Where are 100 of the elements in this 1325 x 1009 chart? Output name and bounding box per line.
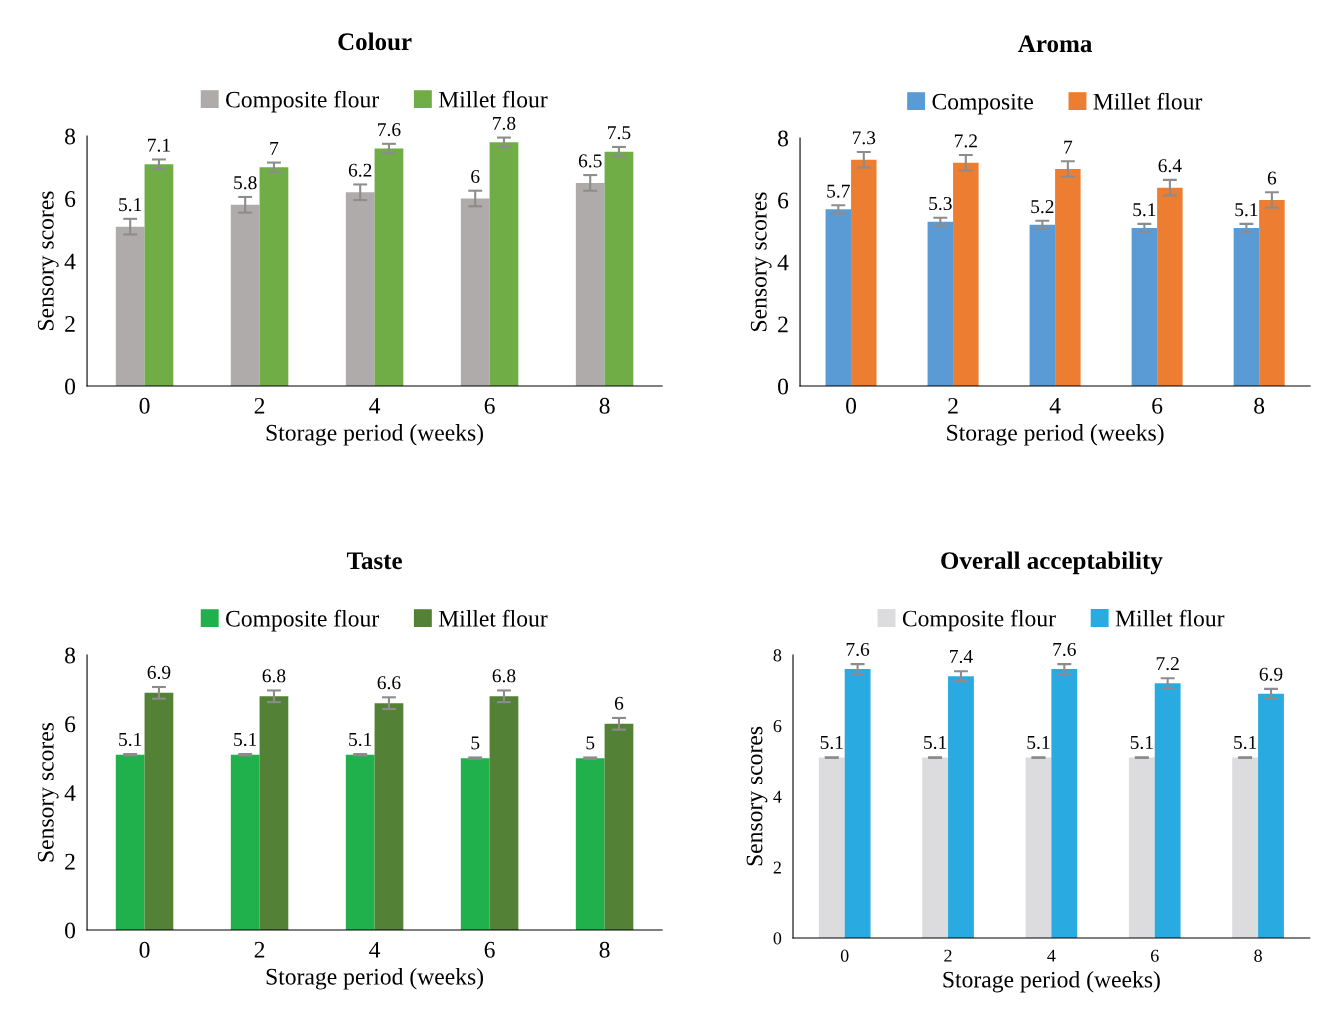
data-label: 6 — [614, 696, 624, 710]
data-label: 5.1 — [820, 735, 843, 750]
y-tick-label: 6 — [778, 192, 789, 209]
chart-title: Colour — [338, 32, 412, 51]
x-tick-label: 8 — [599, 397, 610, 414]
y-tick-label: 0 — [773, 932, 782, 945]
legend-label: Composite flour — [902, 609, 1056, 632]
y-tick-label: 2 — [778, 316, 788, 333]
data-label: 6.6 — [377, 676, 401, 690]
data-label: 7 — [270, 141, 279, 155]
data-label: 6.5 — [578, 154, 602, 168]
y-tick-label: 4 — [777, 254, 789, 271]
data-label: 5.1 — [924, 735, 947, 750]
x-axis-title: Storage period (weeks) — [266, 968, 484, 990]
data-label: 5.1 — [119, 198, 142, 212]
data-label: 6.2 — [348, 163, 372, 177]
data-label: 5.1 — [119, 732, 142, 747]
x-tick-label: 2 — [254, 941, 265, 958]
x-tick-label: 4 — [369, 941, 381, 958]
x-tick-label: 6 — [484, 941, 495, 958]
legend-label: Composite flour — [226, 609, 379, 632]
legend-label: Millet flour — [1115, 609, 1225, 627]
data-label: 5.1 — [1130, 735, 1153, 750]
y-axis-title: Sensory scores — [746, 726, 768, 866]
x-axis-title: Storage period (weeks) — [947, 424, 1164, 446]
y-tick-label: 8 — [65, 647, 76, 664]
y-axis-title: Sensory scores — [37, 722, 59, 862]
y-tick-label: 4 — [64, 785, 76, 801]
data-label: 5.1 — [1027, 735, 1050, 750]
x-tick-label: 2 — [948, 397, 958, 414]
data-label: 7.3 — [852, 131, 876, 145]
y-tick-label: 8 — [65, 128, 76, 145]
data-label: 7.2 — [1156, 657, 1179, 671]
chart-title: Aroma — [1018, 35, 1092, 53]
x-tick-label: 4 — [1049, 398, 1061, 414]
data-label: 6.9 — [147, 665, 171, 680]
x-tick-label: 0 — [840, 949, 849, 962]
chart-title: Overall acceptability — [941, 551, 1163, 575]
data-label: 7.8 — [493, 116, 516, 130]
x-tick-label: 0 — [139, 397, 150, 414]
data-label: 7.5 — [608, 126, 631, 140]
x-tick-label: 4 — [369, 398, 381, 414]
legend-label: Millet flour — [1093, 92, 1203, 110]
data-label: 5.7 — [827, 184, 850, 198]
x-tick-label: 8 — [1254, 397, 1265, 414]
y-tick-label: 8 — [778, 130, 789, 147]
data-label: 5.3 — [929, 196, 952, 211]
x-tick-label: 8 — [599, 941, 610, 958]
y-tick-label: 4 — [64, 253, 76, 270]
y-tick-label: 4 — [773, 790, 782, 803]
y-axis-title: Sensory scores — [750, 192, 772, 331]
y-tick-label: 6 — [773, 720, 782, 733]
y-tick-label: 2 — [773, 861, 781, 874]
chart-title: Taste — [346, 552, 402, 570]
data-label: 7.6 — [1053, 642, 1076, 657]
data-label: 7.2 — [954, 134, 977, 148]
data-label: 7 — [1064, 140, 1073, 154]
data-label: 5.1 — [1133, 203, 1156, 217]
y-tick-label: 8 — [773, 649, 782, 662]
legend-label: Millet flour — [438, 90, 548, 108]
x-tick-label: 8 — [1254, 949, 1262, 962]
data-label: 7.1 — [148, 138, 170, 152]
data-label: 5.1 — [349, 732, 372, 747]
data-label: 6.8 — [262, 669, 286, 683]
data-label: 6.4 — [1158, 159, 1182, 173]
y-tick-label: 6 — [65, 191, 76, 207]
y-tick-label: 2 — [65, 853, 75, 870]
data-label: 5.1 — [1235, 203, 1258, 217]
x-axis-title: Storage period (weeks) — [266, 424, 484, 446]
legend-label: Composite flour — [226, 90, 379, 113]
x-tick-label: 6 — [1152, 397, 1163, 414]
y-tick-label: 0 — [65, 378, 76, 395]
legend-label: Millet flour — [438, 609, 548, 627]
data-label: 7.4 — [950, 650, 973, 664]
data-label: 6 — [471, 169, 480, 184]
legend-label: Composite — [932, 93, 1033, 115]
x-tick-label: 6 — [1151, 949, 1159, 962]
data-label: 6.9 — [1259, 667, 1283, 681]
data-label: 6 — [1267, 171, 1277, 185]
x-tick-label: 2 — [944, 949, 952, 962]
y-tick-label: 6 — [65, 716, 76, 733]
data-label: 7.6 — [378, 123, 401, 137]
x-tick-label: 2 — [254, 397, 265, 414]
data-label: 6.8 — [492, 669, 516, 683]
x-tick-label: 0 — [139, 941, 150, 958]
data-label: 5.1 — [234, 732, 257, 747]
y-tick-label: 0 — [778, 378, 789, 395]
data-label: 5.1 — [1234, 735, 1257, 750]
data-label: 5 — [586, 736, 595, 750]
data-label: 7.6 — [846, 642, 870, 657]
y-tick-label: 2 — [65, 316, 75, 332]
x-tick-label: 6 — [484, 397, 495, 414]
x-tick-label: 0 — [846, 397, 857, 414]
x-tick-label: 4 — [1047, 949, 1056, 962]
data-label: 5 — [471, 736, 480, 750]
y-tick-label: 0 — [65, 922, 76, 939]
data-label: 5.8 — [234, 176, 257, 190]
x-axis-title: Storage period (weeks) — [943, 971, 1160, 993]
data-label: 5.2 — [1031, 200, 1054, 214]
y-axis-title: Sensory scores — [37, 191, 59, 330]
